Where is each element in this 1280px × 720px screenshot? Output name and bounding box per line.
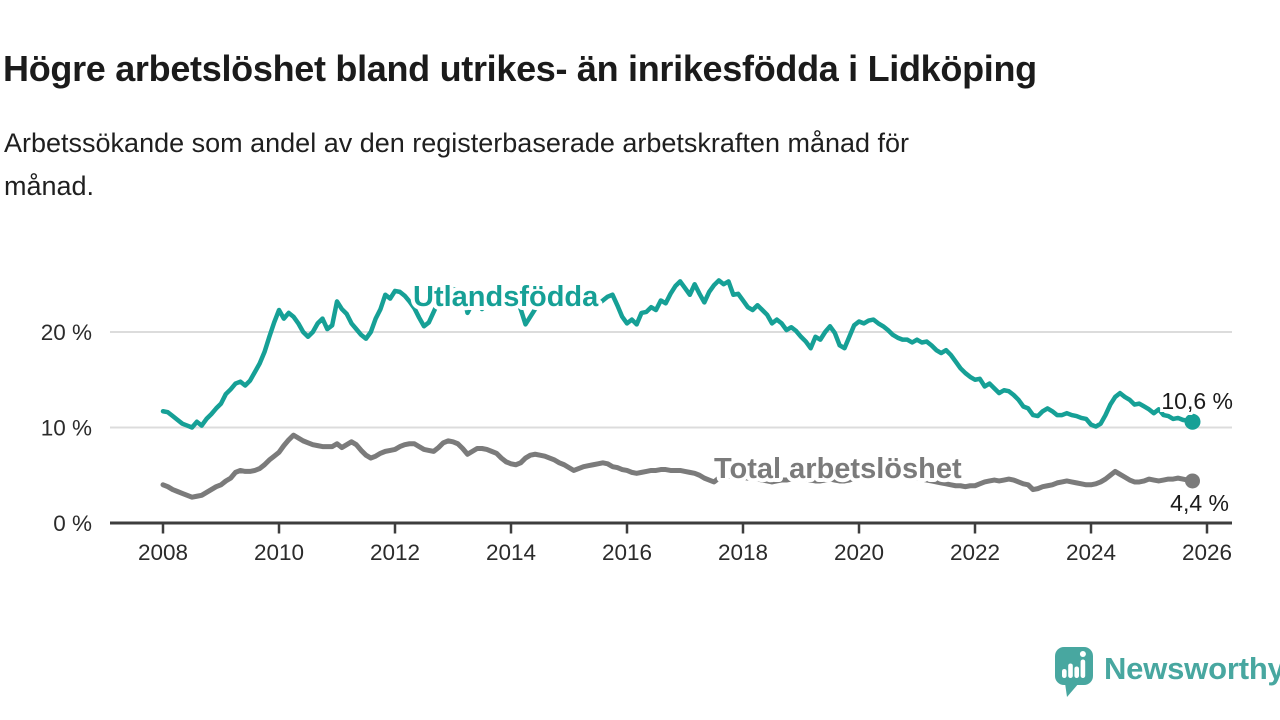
svg-text:2016: 2016 [602, 540, 652, 565]
svg-text:2008: 2008 [138, 540, 188, 565]
svg-text:2014: 2014 [486, 540, 536, 565]
svg-text:2020: 2020 [834, 540, 884, 565]
svg-text:2024: 2024 [1066, 540, 1116, 565]
svg-text:0 %: 0 % [53, 511, 92, 536]
series-line-utlandsfodda [160, 278, 1195, 430]
series-line-total-arbetsloshet [160, 432, 1195, 500]
series-label-utlandsfodda: Utlandsfödda [413, 281, 599, 313]
x-axis-labels: 2008 2010 2012 2014 2016 2018 2020 2022 2024 2026 [138, 540, 1232, 565]
newsworthy-logo-text: Newsworthy [1104, 651, 1280, 686]
svg-text:20 %: 20 % [41, 320, 92, 345]
chart-subtitle: Arbetssökande som andel av den registerb… [4, 122, 1204, 208]
logo-bar-chart [1062, 651, 1086, 678]
svg-text:2012: 2012 [370, 540, 420, 565]
end-label-total-arbetsloshet: 4,4 % [1170, 490, 1229, 516]
series-end-dot-utlandsfodda [1184, 413, 1201, 430]
svg-text:10 %: 10 % [41, 416, 92, 441]
end-label-utlandsfodda: 10,6 % [1161, 388, 1233, 414]
chart-subtitle-line2: månad. [4, 171, 95, 201]
series-end-dot-total-arbetsloshet [1185, 473, 1200, 489]
newsworthy-logo-icon [1055, 647, 1093, 697]
chart-subtitle-line1: Arbetssökande som andel av den registerb… [4, 128, 910, 158]
newsworthy-logo: Newsworthy [1054, 646, 1280, 698]
gridlines [110, 331, 1232, 429]
series-label-total-arbetsloshet: Total arbetslöshet [714, 453, 962, 485]
y-axis-labels: 0 % 10 % 20 % [41, 320, 92, 536]
svg-text:2022: 2022 [950, 540, 1000, 565]
svg-text:2010: 2010 [254, 540, 304, 565]
chart-title: Högre arbetslöshet bland utrikes- än inr… [3, 48, 1037, 90]
svg-text:2018: 2018 [718, 540, 768, 565]
x-axis [110, 521, 1232, 534]
svg-text:2026: 2026 [1182, 540, 1232, 565]
